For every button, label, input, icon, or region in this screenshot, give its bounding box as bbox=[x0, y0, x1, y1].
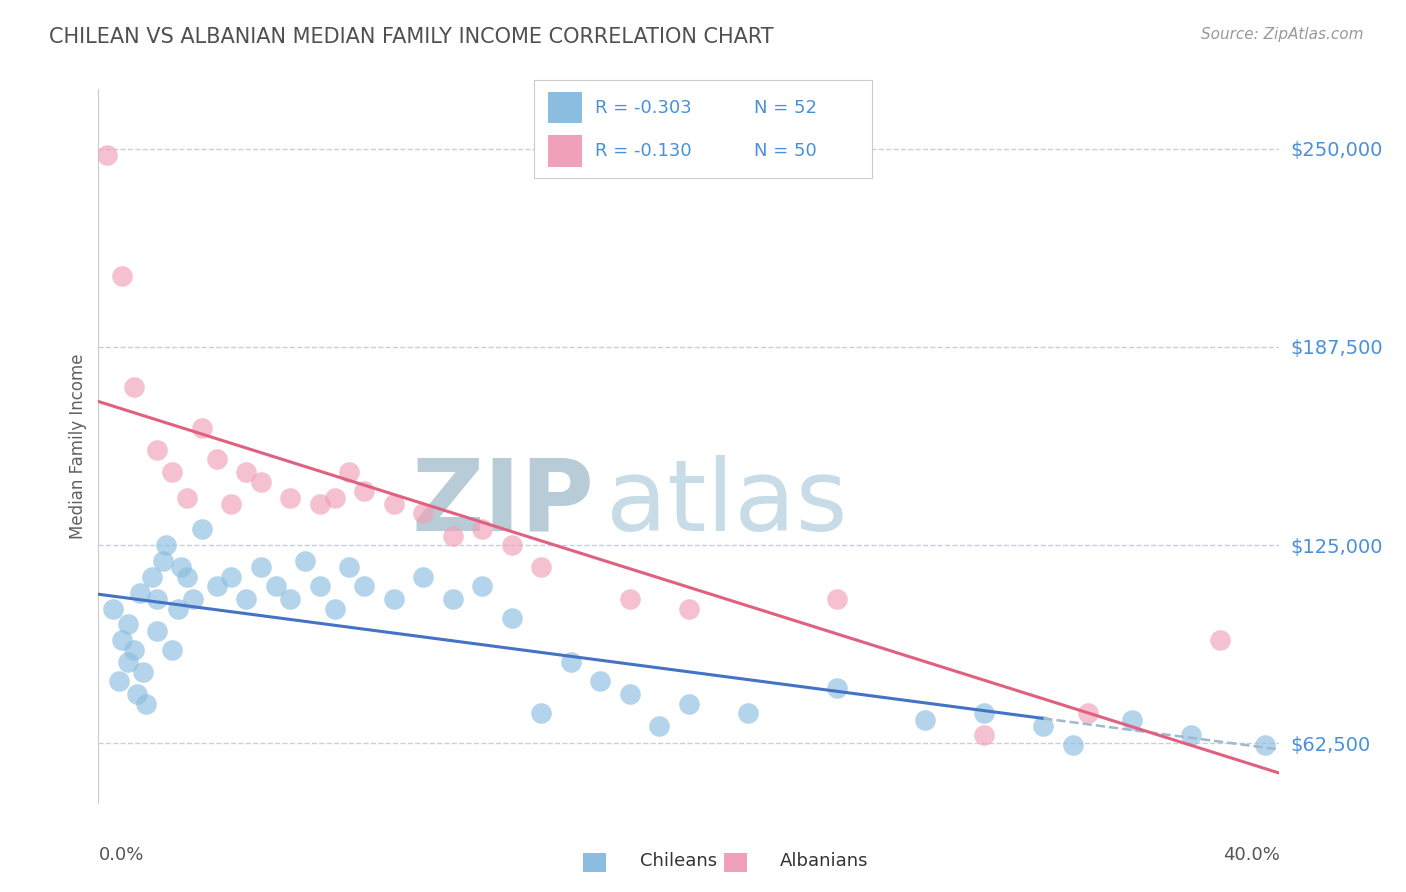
Point bbox=[162, 465, 183, 479]
Point bbox=[353, 484, 375, 499]
Point bbox=[141, 570, 163, 584]
Text: CHILEAN VS ALBANIAN MEDIAN FAMILY INCOME CORRELATION CHART: CHILEAN VS ALBANIAN MEDIAN FAMILY INCOME… bbox=[49, 27, 773, 46]
Text: 40.0%: 40.0% bbox=[1223, 846, 1279, 863]
Point bbox=[914, 713, 936, 727]
Point bbox=[339, 465, 361, 479]
Point bbox=[181, 592, 204, 607]
Point bbox=[146, 442, 169, 457]
Point bbox=[264, 579, 287, 593]
Point bbox=[103, 601, 125, 615]
Point bbox=[441, 592, 464, 607]
Point bbox=[122, 379, 145, 393]
Point bbox=[382, 497, 405, 511]
Point bbox=[678, 697, 700, 711]
Point bbox=[323, 601, 346, 615]
Point bbox=[530, 706, 553, 721]
Point bbox=[205, 452, 228, 467]
Point bbox=[235, 592, 257, 607]
Point bbox=[825, 681, 848, 695]
Point bbox=[221, 570, 243, 584]
Point bbox=[1077, 706, 1099, 721]
Point bbox=[471, 579, 494, 593]
Point bbox=[135, 697, 157, 711]
Point bbox=[176, 491, 198, 505]
Point bbox=[191, 522, 214, 536]
Point bbox=[176, 570, 198, 584]
Point bbox=[589, 674, 612, 689]
Point bbox=[235, 465, 257, 479]
Point bbox=[280, 491, 302, 505]
Point bbox=[309, 579, 332, 593]
Point bbox=[108, 674, 131, 689]
Point bbox=[339, 560, 361, 574]
Point bbox=[294, 554, 316, 568]
Point bbox=[191, 421, 214, 435]
Point bbox=[825, 592, 848, 607]
Point bbox=[678, 601, 700, 615]
Text: Albanians: Albanians bbox=[780, 852, 869, 870]
Point bbox=[973, 706, 995, 721]
Point bbox=[146, 592, 169, 607]
Point bbox=[1254, 738, 1277, 752]
Text: atlas: atlas bbox=[606, 455, 848, 551]
Text: N = 50: N = 50 bbox=[754, 142, 817, 160]
Point bbox=[170, 560, 193, 574]
Point bbox=[737, 706, 759, 721]
Point bbox=[111, 633, 134, 648]
Point bbox=[441, 528, 464, 542]
Point bbox=[162, 642, 183, 657]
Point bbox=[1121, 713, 1143, 727]
Point bbox=[648, 719, 671, 733]
Point bbox=[280, 592, 302, 607]
Text: Source: ZipAtlas.com: Source: ZipAtlas.com bbox=[1201, 27, 1364, 42]
Point bbox=[323, 491, 346, 505]
Point bbox=[117, 656, 139, 670]
Text: R = -0.303: R = -0.303 bbox=[595, 99, 692, 117]
Point bbox=[471, 522, 494, 536]
Point bbox=[155, 538, 177, 552]
Point bbox=[412, 570, 434, 584]
Point bbox=[353, 579, 375, 593]
Point bbox=[1032, 719, 1054, 733]
Text: N = 52: N = 52 bbox=[754, 99, 817, 117]
Point bbox=[1180, 728, 1202, 742]
Text: 0.0%: 0.0% bbox=[98, 846, 143, 863]
Point bbox=[560, 656, 582, 670]
Point bbox=[122, 642, 145, 657]
Point bbox=[501, 611, 523, 625]
Point bbox=[132, 665, 155, 679]
Text: ZIP: ZIP bbox=[412, 455, 595, 551]
Point bbox=[146, 624, 169, 638]
Y-axis label: Median Family Income: Median Family Income bbox=[69, 353, 87, 539]
Point bbox=[309, 497, 332, 511]
Point bbox=[619, 592, 641, 607]
Point bbox=[128, 585, 150, 599]
Point bbox=[221, 497, 243, 511]
Point bbox=[382, 592, 405, 607]
Point bbox=[1062, 738, 1084, 752]
Point bbox=[167, 601, 190, 615]
Point bbox=[250, 475, 273, 489]
Point bbox=[973, 728, 995, 742]
Point bbox=[152, 554, 174, 568]
Point bbox=[117, 617, 139, 632]
Point bbox=[111, 268, 134, 283]
Text: Chileans: Chileans bbox=[640, 852, 717, 870]
Bar bbox=[548, 136, 582, 167]
Point bbox=[619, 687, 641, 701]
Point bbox=[250, 560, 273, 574]
Point bbox=[125, 687, 148, 701]
Point bbox=[1209, 633, 1232, 648]
Point bbox=[501, 538, 523, 552]
Text: R = -0.130: R = -0.130 bbox=[595, 142, 692, 160]
Point bbox=[530, 560, 553, 574]
Bar bbox=[548, 92, 582, 123]
Point bbox=[205, 579, 228, 593]
Point bbox=[412, 507, 434, 521]
Point bbox=[96, 148, 118, 162]
